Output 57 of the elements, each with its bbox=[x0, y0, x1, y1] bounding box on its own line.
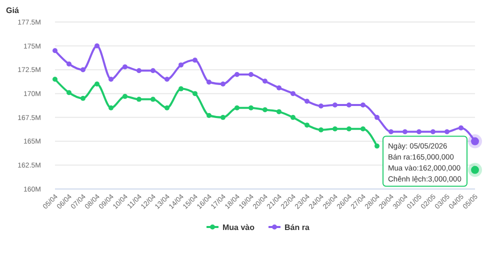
point bbox=[220, 114, 226, 120]
point bbox=[94, 82, 100, 87]
point bbox=[136, 68, 142, 74]
point bbox=[276, 109, 282, 114]
legend-label: Mua vào bbox=[222, 222, 255, 232]
point bbox=[290, 91, 296, 96]
point bbox=[52, 76, 58, 82]
point bbox=[66, 90, 72, 96]
point bbox=[346, 126, 352, 132]
point bbox=[94, 43, 100, 48]
point bbox=[388, 129, 394, 134]
point bbox=[304, 122, 310, 128]
point bbox=[122, 64, 128, 70]
point bbox=[150, 68, 156, 74]
point bbox=[122, 94, 128, 99]
point bbox=[192, 91, 198, 96]
point bbox=[52, 48, 58, 54]
point bbox=[164, 76, 170, 82]
point bbox=[402, 129, 408, 134]
point bbox=[164, 105, 170, 110]
point bbox=[150, 96, 156, 102]
point bbox=[360, 126, 366, 132]
point bbox=[290, 114, 296, 120]
point bbox=[206, 80, 212, 85]
point bbox=[332, 126, 338, 132]
point bbox=[178, 86, 184, 92]
point bbox=[66, 61, 72, 66]
point bbox=[416, 129, 422, 134]
point bbox=[332, 102, 338, 108]
point bbox=[304, 98, 310, 104]
point bbox=[262, 78, 268, 84]
point bbox=[234, 72, 240, 77]
point bbox=[178, 62, 184, 68]
point bbox=[374, 114, 380, 120]
point bbox=[248, 105, 254, 110]
point bbox=[262, 107, 268, 112]
point bbox=[234, 105, 240, 110]
point bbox=[192, 58, 198, 63]
point bbox=[458, 125, 464, 130]
y-axis-title: Giá bbox=[6, 6, 20, 15]
point bbox=[206, 113, 212, 118]
point bbox=[80, 67, 86, 72]
point bbox=[108, 76, 114, 82]
point bbox=[318, 127, 324, 132]
point bbox=[108, 105, 114, 110]
legend-label: Bán ra bbox=[284, 222, 310, 232]
point bbox=[360, 102, 366, 108]
point bbox=[136, 96, 142, 102]
point bbox=[248, 72, 254, 77]
point bbox=[444, 129, 450, 134]
point bbox=[318, 103, 324, 108]
point bbox=[374, 144, 380, 149]
point bbox=[220, 82, 226, 87]
point bbox=[430, 129, 436, 134]
point bbox=[346, 102, 352, 108]
point bbox=[276, 85, 282, 90]
point bbox=[80, 96, 86, 101]
